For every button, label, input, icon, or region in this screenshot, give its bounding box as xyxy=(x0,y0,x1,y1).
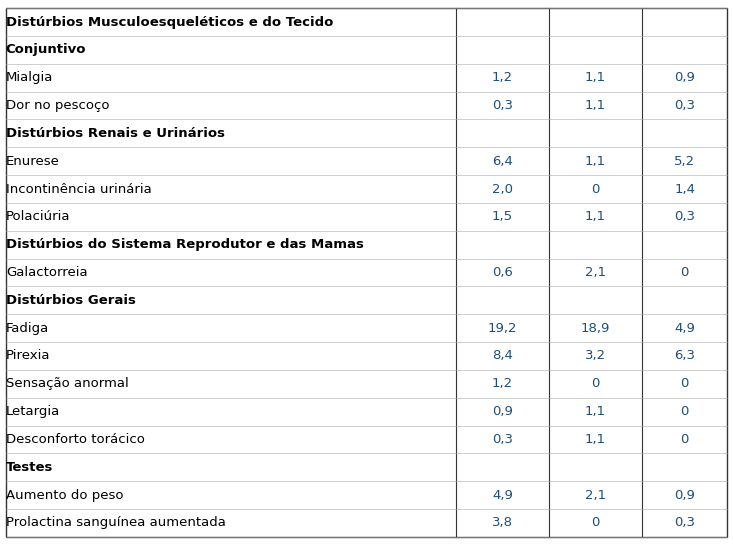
Text: Incontinência urinária: Incontinência urinária xyxy=(6,183,152,196)
Text: 2,1: 2,1 xyxy=(585,266,606,279)
Text: Aumento do peso: Aumento do peso xyxy=(6,488,123,501)
Text: Testes: Testes xyxy=(6,461,54,474)
Text: 1,1: 1,1 xyxy=(585,433,606,446)
Text: 0: 0 xyxy=(680,405,689,418)
Text: Distúrbios Gerais: Distúrbios Gerais xyxy=(6,294,136,307)
Text: 2,0: 2,0 xyxy=(492,183,513,196)
Text: 1,4: 1,4 xyxy=(674,183,695,196)
Text: 1,1: 1,1 xyxy=(585,71,606,84)
Text: 1,1: 1,1 xyxy=(585,405,606,418)
Text: 0,6: 0,6 xyxy=(492,266,513,279)
Text: 3,8: 3,8 xyxy=(492,517,513,529)
Text: 1,1: 1,1 xyxy=(585,99,606,112)
Text: 0,9: 0,9 xyxy=(492,405,513,418)
Text: 4,9: 4,9 xyxy=(674,322,695,335)
Text: Prolactina sanguínea aumentada: Prolactina sanguínea aumentada xyxy=(6,517,226,529)
Text: Letargia: Letargia xyxy=(6,405,60,418)
Text: Mialgia: Mialgia xyxy=(6,71,54,84)
Text: Pirexia: Pirexia xyxy=(6,349,51,362)
Text: 1,2: 1,2 xyxy=(492,71,513,84)
Text: 0,3: 0,3 xyxy=(674,99,695,112)
Text: 0: 0 xyxy=(592,377,600,390)
Text: 0: 0 xyxy=(680,433,689,446)
Text: 0,9: 0,9 xyxy=(674,488,695,501)
Text: 0: 0 xyxy=(592,517,600,529)
Text: Galactorreia: Galactorreia xyxy=(6,266,87,279)
Text: 0,3: 0,3 xyxy=(674,210,695,223)
Text: 3,2: 3,2 xyxy=(585,349,606,362)
Text: Distúrbios do Sistema Reprodutor e das Mamas: Distúrbios do Sistema Reprodutor e das M… xyxy=(6,238,364,251)
Text: 0: 0 xyxy=(592,183,600,196)
Text: 2,1: 2,1 xyxy=(585,488,606,501)
Text: 0: 0 xyxy=(680,377,689,390)
Text: Sensação anormal: Sensação anormal xyxy=(6,377,128,390)
Text: Desconforto torácico: Desconforto torácico xyxy=(6,433,144,446)
Text: Distúrbios Musculoesqueléticos e do Tecido: Distúrbios Musculoesqueléticos e do Teci… xyxy=(6,16,334,28)
Text: Enurese: Enurese xyxy=(6,155,59,168)
Text: 1,1: 1,1 xyxy=(585,210,606,223)
Text: 18,9: 18,9 xyxy=(581,322,611,335)
Text: 4,9: 4,9 xyxy=(492,488,513,501)
Text: Fadiga: Fadiga xyxy=(6,322,49,335)
Text: 6,4: 6,4 xyxy=(492,155,513,168)
Text: 8,4: 8,4 xyxy=(492,349,513,362)
Text: 5,2: 5,2 xyxy=(674,155,695,168)
Text: Dor no pescoço: Dor no pescoço xyxy=(6,99,109,112)
Text: 0: 0 xyxy=(680,266,689,279)
Text: 1,1: 1,1 xyxy=(585,155,606,168)
Text: 6,3: 6,3 xyxy=(674,349,695,362)
Text: Conjuntivo: Conjuntivo xyxy=(6,44,86,57)
Text: Polaciúria: Polaciúria xyxy=(6,210,70,223)
Text: 0,3: 0,3 xyxy=(492,99,513,112)
Text: 19,2: 19,2 xyxy=(487,322,517,335)
Text: 0,3: 0,3 xyxy=(674,517,695,529)
Text: Distúrbios Renais e Urinários: Distúrbios Renais e Urinários xyxy=(6,127,225,140)
Text: 0,9: 0,9 xyxy=(674,71,695,84)
Text: 0,3: 0,3 xyxy=(492,433,513,446)
Text: 1,5: 1,5 xyxy=(492,210,513,223)
Text: 1,2: 1,2 xyxy=(492,377,513,390)
